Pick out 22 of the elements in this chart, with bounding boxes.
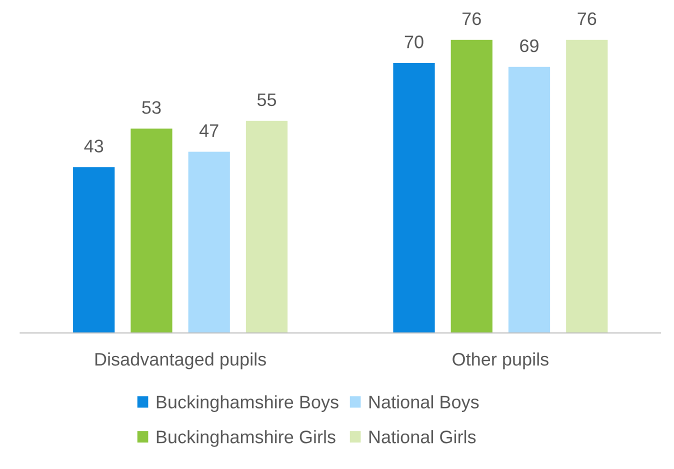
bar bbox=[246, 120, 288, 333]
legend-label: National Girls bbox=[369, 430, 476, 444]
x-tick-label: Disadvantaged pupils bbox=[95, 352, 266, 370]
data-label: 43 bbox=[84, 140, 104, 152]
data-label: 76 bbox=[462, 12, 481, 26]
bar bbox=[508, 66, 550, 333]
bar bbox=[450, 40, 492, 333]
data-label: 69 bbox=[520, 39, 538, 52]
legend-label: National Boys bbox=[369, 395, 479, 412]
data-label: 70 bbox=[404, 36, 424, 48]
bar bbox=[393, 63, 435, 333]
legend-label: Buckinghamshire Boys bbox=[156, 395, 338, 412]
bar bbox=[130, 128, 172, 333]
data-label: 55 bbox=[257, 94, 276, 106]
bar bbox=[188, 152, 230, 333]
data-label: 47 bbox=[199, 124, 218, 137]
bar bbox=[73, 167, 115, 333]
legend-label: Buckinghamshire Girls bbox=[156, 430, 336, 447]
bar bbox=[566, 40, 608, 333]
x-tick-label: Other pupils bbox=[452, 352, 548, 370]
data-label: 53 bbox=[142, 101, 161, 114]
data-label: 76 bbox=[578, 12, 596, 26]
